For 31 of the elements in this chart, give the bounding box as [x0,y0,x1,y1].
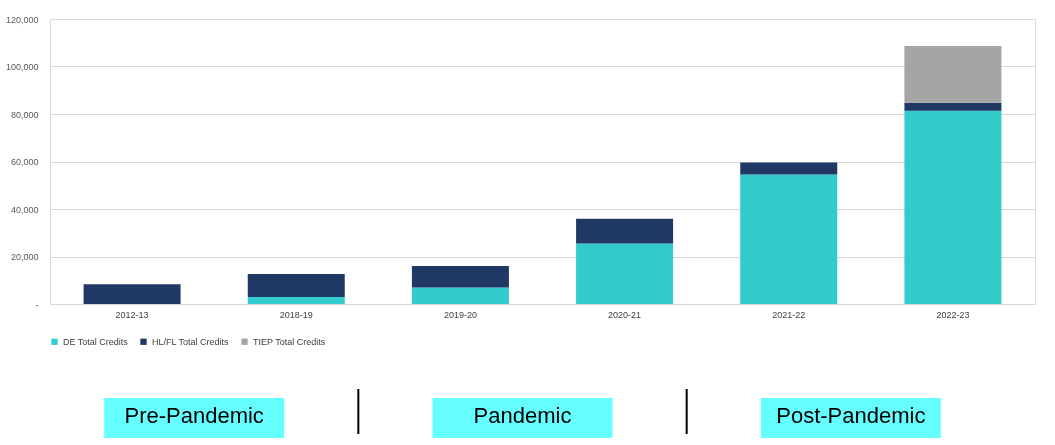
bar [740,162,838,175]
x-tick-label: 2018-19 [279,309,313,320]
bar [904,110,1002,304]
y-tick-label: 20,000 [10,252,39,262]
x-tick-label: 2020-21 [608,309,642,320]
text: Pre-Pandemic [124,403,264,428]
y-tick-label: 80,000 [10,109,39,120]
legend-label: HL/FL Total Credits [152,336,230,347]
bar [247,297,345,304]
y-tick-label: 100,000 [5,62,39,72]
y-tick-label: - [35,299,39,310]
x-tick-label: 2021-22 [772,309,806,320]
x-tick-label: 2019-20 [443,309,477,320]
bar [576,243,674,304]
y-tick-label: 120,000 [5,14,39,25]
x-tick-label: 2012-13 [115,309,149,320]
bar [411,266,509,288]
bar [904,102,1002,111]
bar [904,46,1002,103]
legend-label: DE Total Credits [63,336,129,347]
bar [247,274,345,298]
text: Post-Pandemic [776,403,926,428]
y-tick-label: 40,000 [10,204,39,215]
x-tick-label: 2022-23 [936,309,970,320]
bar [740,174,838,304]
bar [411,287,509,304]
text: Pandemic [473,403,572,428]
bar [576,218,674,244]
bar [83,284,181,304]
y-tick-label: 60,000 [10,157,39,167]
legend-label: TIEP Total Credits [253,336,326,347]
